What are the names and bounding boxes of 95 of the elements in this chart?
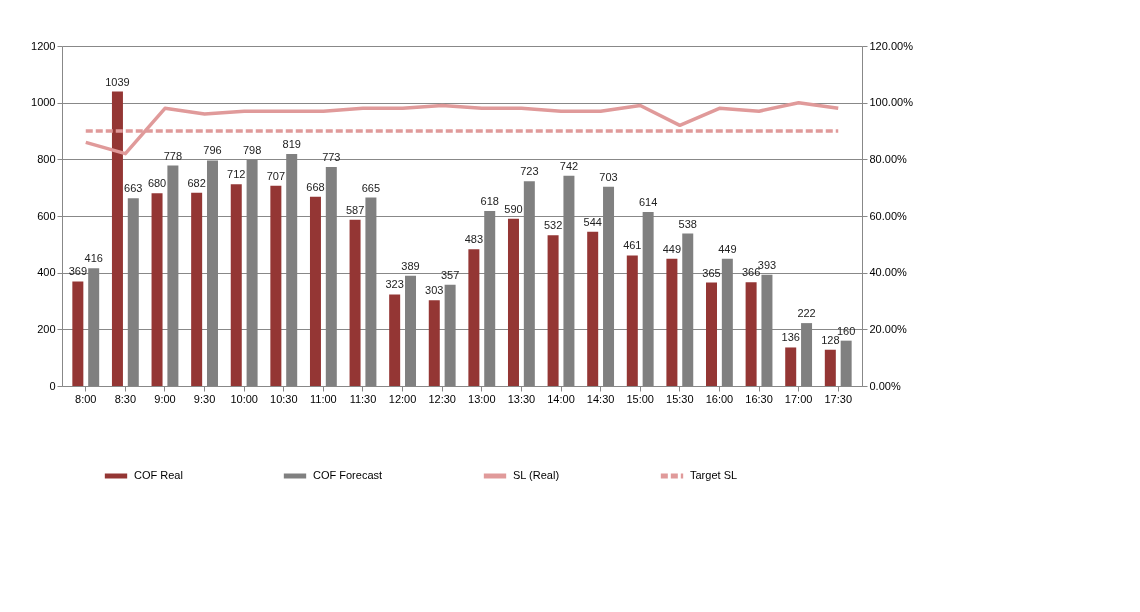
x-tick-label: 15:00 bbox=[626, 392, 654, 405]
bar bbox=[587, 231, 599, 386]
data-label: 538 bbox=[678, 217, 697, 230]
data-label: 618 bbox=[480, 194, 499, 207]
bar bbox=[389, 294, 401, 386]
data-label: 778 bbox=[163, 149, 183, 162]
y2-tick-label: 120.00% bbox=[869, 39, 914, 52]
data-label: 1039 bbox=[105, 75, 130, 88]
data-label: 303 bbox=[425, 284, 444, 297]
x-tick-label: 10:30 bbox=[270, 392, 298, 405]
data-label: 742 bbox=[559, 159, 579, 172]
bar bbox=[309, 196, 321, 386]
x-tick-label: 14:30 bbox=[586, 392, 615, 405]
bar bbox=[230, 184, 242, 386]
data-label: 160 bbox=[836, 324, 856, 337]
x-tick-label: 13:30 bbox=[507, 392, 536, 405]
bar bbox=[72, 281, 84, 386]
data-label: 357 bbox=[440, 268, 460, 281]
bar bbox=[507, 218, 519, 386]
x-tick-label: 13:00 bbox=[468, 392, 496, 405]
x-tick-label: 9:30 bbox=[193, 392, 216, 405]
data-label: 712 bbox=[227, 168, 246, 181]
x-tick-label: 8:00 bbox=[75, 392, 97, 405]
y-tick-label: 400 bbox=[37, 266, 56, 279]
y-tick-label: 800 bbox=[37, 152, 56, 165]
data-label: 707 bbox=[266, 169, 286, 182]
bar bbox=[745, 282, 757, 386]
y2-tick-label: 0.00% bbox=[869, 379, 901, 392]
data-label: 483 bbox=[464, 233, 484, 246]
data-label: 587 bbox=[345, 203, 365, 216]
y2-tick-label: 40.00% bbox=[869, 266, 908, 279]
bar bbox=[626, 255, 638, 386]
bar bbox=[666, 258, 678, 386]
data-label: 323 bbox=[385, 278, 404, 291]
x-tick-label: 11:30 bbox=[349, 392, 377, 405]
x-tick-label: 16:30 bbox=[745, 392, 773, 405]
data-label: 544 bbox=[583, 215, 602, 228]
legend-label: COF Real bbox=[134, 469, 183, 481]
data-label: 819 bbox=[282, 137, 301, 150]
data-label: 449 bbox=[718, 242, 737, 255]
y2-tick-label: 60.00% bbox=[869, 209, 908, 222]
x-tick-label: 10:00 bbox=[230, 392, 258, 405]
bar bbox=[706, 282, 717, 386]
data-label: 389 bbox=[401, 259, 420, 272]
legend-label: Target SL bbox=[690, 469, 738, 481]
data-label: 222 bbox=[797, 307, 816, 320]
data-label: 449 bbox=[662, 242, 682, 255]
data-label: 365 bbox=[702, 266, 721, 279]
x-tick-label: 12:00 bbox=[388, 392, 417, 405]
data-label: 668 bbox=[306, 180, 325, 193]
x-tick-label: 16:00 bbox=[705, 392, 734, 405]
x-tick-label: 17:30 bbox=[824, 392, 852, 405]
data-label: 416 bbox=[84, 252, 103, 265]
y2-tick-label: 100.00% bbox=[869, 96, 914, 109]
bar bbox=[191, 192, 203, 386]
data-label: 614 bbox=[638, 196, 658, 209]
y-tick-label: 600 bbox=[37, 209, 56, 222]
bar bbox=[111, 91, 123, 386]
bar bbox=[151, 193, 163, 386]
data-label: 682 bbox=[187, 176, 206, 189]
y-tick-label: 1200 bbox=[31, 39, 56, 52]
x-tick-label: 11:00 bbox=[310, 392, 337, 405]
y2-tick-label: 80.00% bbox=[869, 152, 908, 165]
x-tick-label: 12:30 bbox=[428, 392, 456, 405]
legend-label: COF Forecast bbox=[313, 469, 383, 481]
data-label: 136 bbox=[781, 331, 800, 344]
data-label: 590 bbox=[504, 202, 523, 215]
y-tick-label: 200 bbox=[37, 322, 56, 335]
data-label: 703 bbox=[599, 170, 618, 183]
x-tick-label: 15:30 bbox=[666, 392, 694, 405]
bar bbox=[428, 300, 440, 386]
bar bbox=[824, 349, 836, 386]
data-label: 798 bbox=[242, 143, 262, 156]
x-tick-label: 8:30 bbox=[114, 392, 137, 405]
bar bbox=[785, 347, 797, 386]
data-label: 665 bbox=[361, 181, 381, 194]
data-label: 723 bbox=[520, 165, 539, 178]
bar bbox=[547, 235, 559, 386]
x-tick-label: 17:00 bbox=[784, 392, 813, 405]
data-label: 369 bbox=[68, 265, 88, 278]
y-tick-label: 1000 bbox=[31, 96, 56, 109]
data-label: 680 bbox=[147, 177, 167, 190]
bar bbox=[270, 185, 282, 386]
data-label: 773 bbox=[322, 150, 341, 163]
legend-label: SL (Real) bbox=[513, 469, 560, 481]
y2-tick-label: 20.00% bbox=[869, 322, 908, 335]
data-label: 532 bbox=[543, 219, 563, 232]
bar bbox=[349, 219, 361, 386]
bar bbox=[468, 249, 480, 386]
x-tick-label: 9:00 bbox=[154, 392, 176, 405]
y-tick-label: 0 bbox=[49, 379, 56, 392]
data-label: 663 bbox=[124, 182, 143, 195]
x-tick-label: 14:00 bbox=[547, 392, 575, 405]
data-label: 461 bbox=[623, 239, 642, 252]
data-label: 796 bbox=[203, 144, 222, 157]
